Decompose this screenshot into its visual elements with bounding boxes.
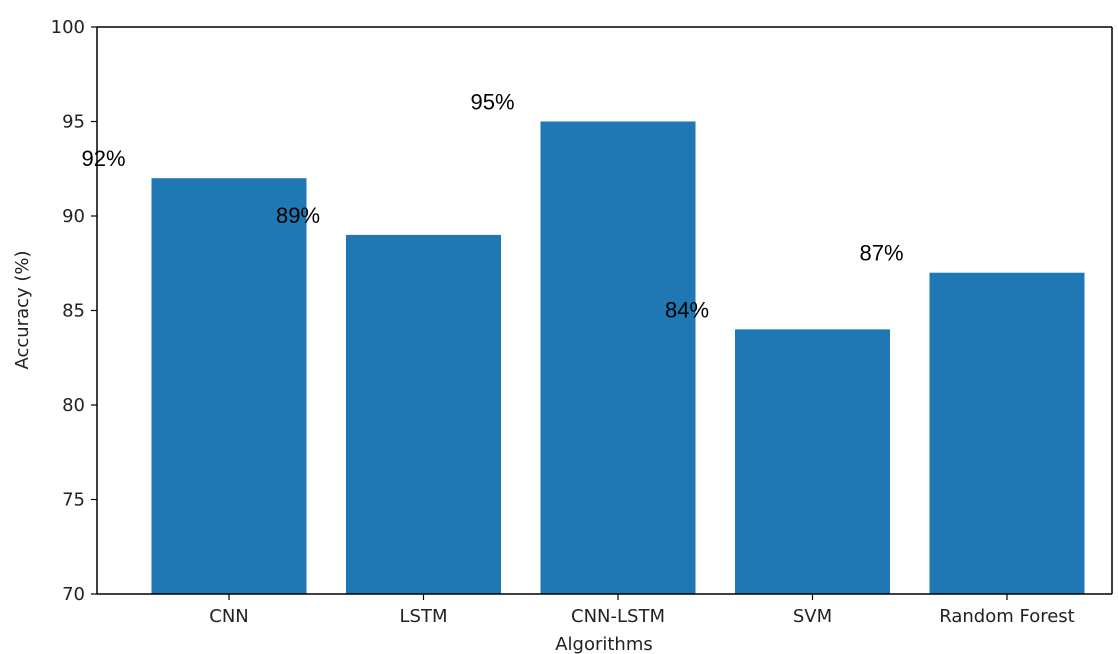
y-tick-label: 95 — [62, 112, 85, 133]
bar-cnn — [151, 178, 307, 594]
y-axis-label: Accuracy (%) — [12, 250, 33, 369]
x-tick-label: CNN — [209, 606, 249, 627]
x-tick-label: Random Forest — [939, 606, 1074, 627]
data-label: 92% — [82, 146, 126, 171]
bar-random-forest — [929, 272, 1085, 594]
y-tick-label: 85 — [62, 301, 85, 322]
bar-lstm — [346, 234, 501, 594]
y-tick-label: 70 — [62, 584, 85, 605]
y-ticks: 70 75 80 85 90 95 100 — [51, 17, 97, 605]
y-tick-label: 90 — [62, 206, 85, 227]
x-axis-label: Algorithms — [555, 634, 653, 654]
bar-cnn-lstm — [540, 121, 696, 594]
data-labels: 92% 89% 95% 84% 87% — [82, 90, 904, 323]
x-ticks: CNN LSTM CNN-LSTM SVM Random Forest — [209, 594, 1075, 627]
x-tick-label: SVM — [793, 606, 832, 627]
data-label: 95% — [471, 90, 515, 115]
y-tick-label: 80 — [62, 395, 85, 416]
data-label: 84% — [665, 297, 709, 322]
y-tick-label: 75 — [62, 490, 85, 511]
x-tick-label: CNN-LSTM — [571, 606, 665, 627]
x-tick-label: LSTM — [400, 606, 448, 627]
data-label: 87% — [860, 241, 904, 266]
data-label: 89% — [276, 203, 320, 228]
bars-layer — [151, 121, 1085, 594]
y-tick-label: 100 — [51, 17, 85, 38]
bar-svm — [735, 329, 890, 594]
